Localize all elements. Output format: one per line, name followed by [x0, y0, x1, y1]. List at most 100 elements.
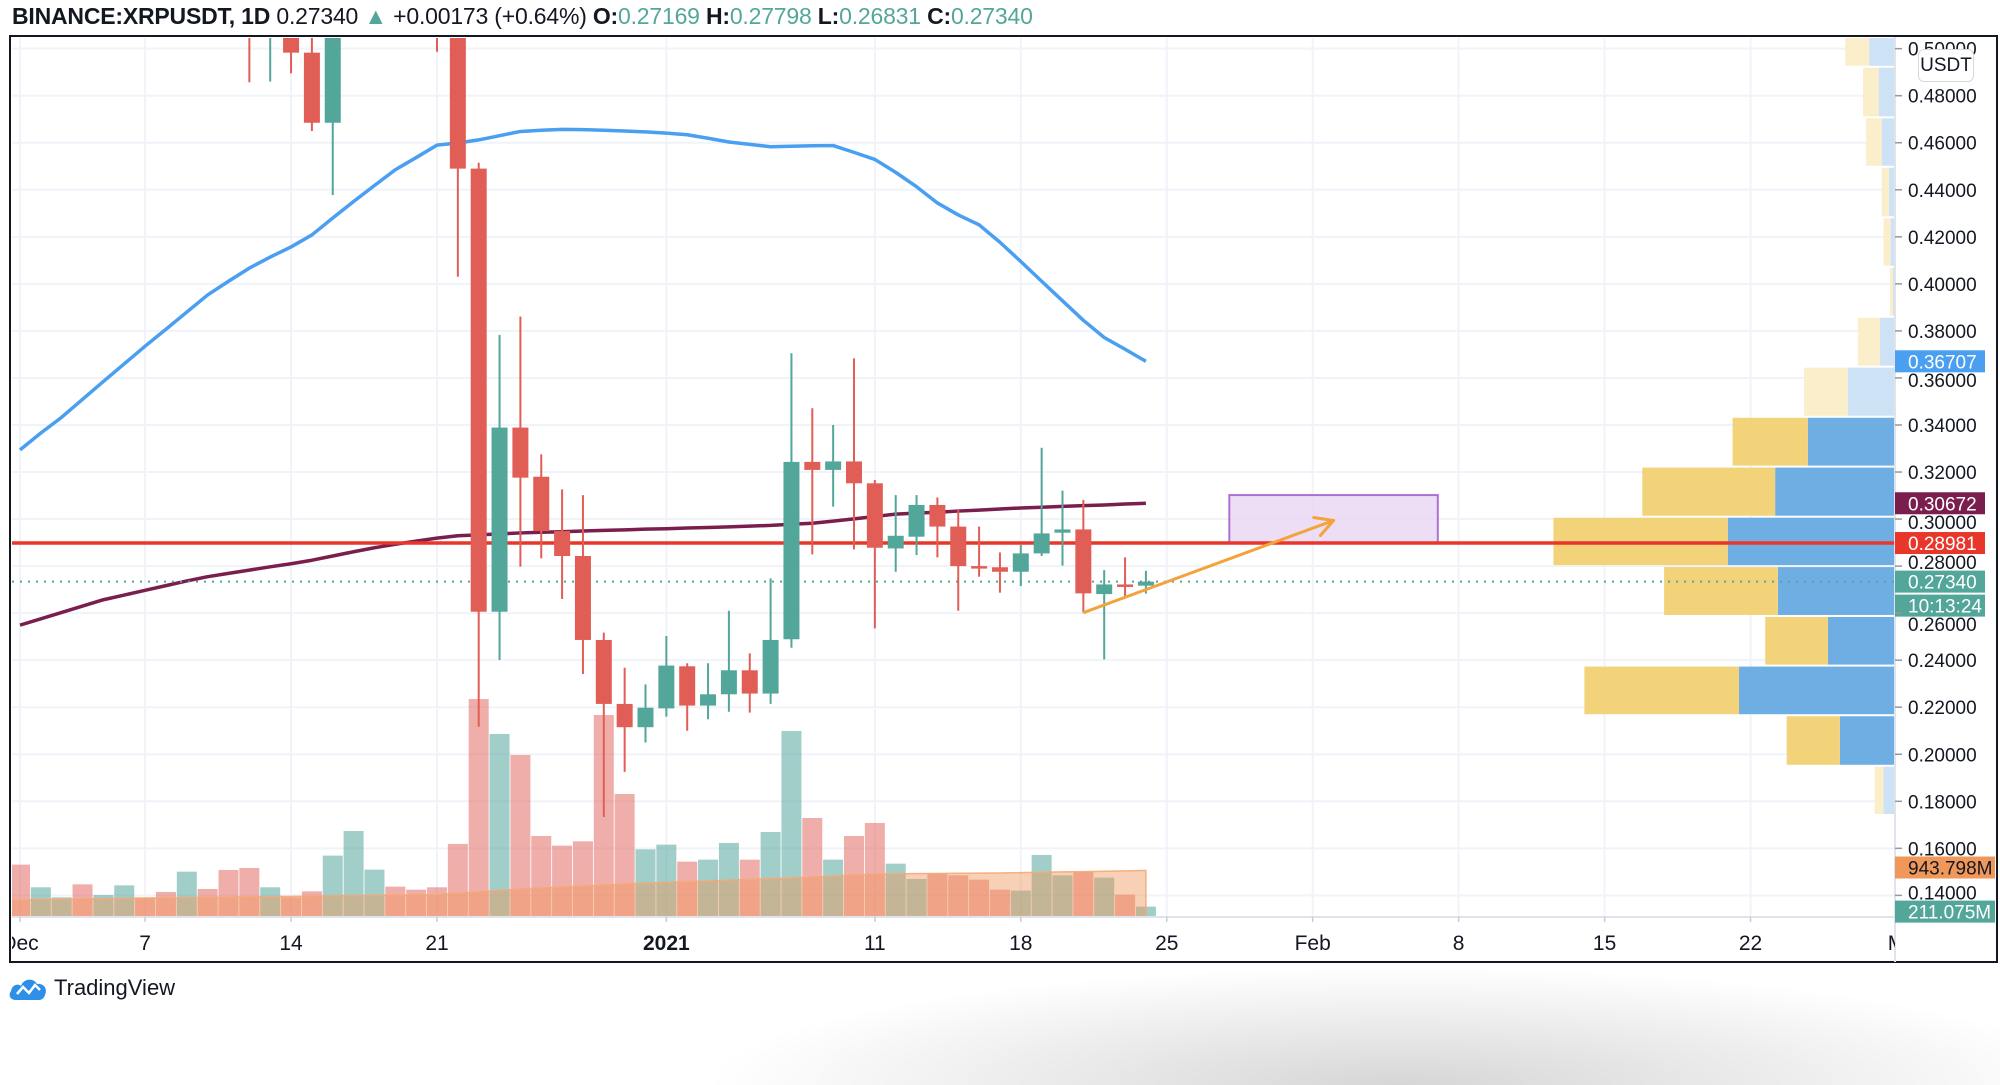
price-chart[interactable]: Dec 7 14 21 2021 11 18 25 Feb 8 15 22 M 0.36707 0.306…: [0, 0, 2000, 1010]
candle: [991, 552, 1008, 593]
volume-ma-area: [12, 869, 1147, 917]
time-tick-label: 15: [1593, 932, 1616, 955]
candle: [1117, 557, 1134, 598]
level-line-value-badge: [1895, 532, 1985, 555]
candle: [825, 424, 842, 507]
candle: [470, 162, 487, 727]
volume-bar: [927, 873, 948, 917]
price-tick-label: 0.32000: [1908, 463, 1977, 484]
volume-bar: [844, 836, 864, 917]
tradingview-cloud-icon: [9, 979, 46, 1000]
candle: [804, 408, 821, 555]
time-tick-label: 18: [1009, 932, 1032, 955]
volume-profile-up-bar: [1888, 167, 1894, 217]
candle-body: [616, 703, 633, 728]
candle-body: [533, 476, 550, 532]
last-price-label: 0.27340: [1908, 573, 1977, 594]
volume-bar: [239, 867, 260, 917]
low-value: 0.26831: [839, 3, 921, 29]
time-tick-label: 14: [279, 932, 303, 955]
arrow-head: [1318, 518, 1336, 538]
volume-bar: [510, 754, 531, 917]
volume-bar: [30, 887, 51, 917]
time-tick-label: Feb: [1295, 932, 1331, 955]
volume-profile-down-bar: [1664, 567, 1778, 615]
volume-bar: [468, 699, 489, 917]
volume-bar: [93, 894, 114, 917]
price-axis[interactable]: 0.500000.480000.460000.440000.420000.400…: [1895, 40, 1977, 905]
low-label: L:: [817, 3, 840, 29]
volume-bar: [989, 889, 1010, 917]
logo-text: TradingView: [54, 975, 176, 1000]
candle: [679, 663, 696, 731]
volume-bar: [698, 859, 719, 917]
candle: [783, 353, 800, 648]
time-axis[interactable]: Dec 7 14 21 2021 11 18 25 Feb 8 15 22 M: [1, 917, 1905, 955]
bar-countdown-label: 10:13:24: [1908, 597, 1982, 618]
volume-bar: [969, 879, 990, 917]
candle: [1054, 490, 1071, 566]
time-tick-label: 25: [1155, 932, 1178, 955]
candle: [762, 578, 779, 704]
tradingview-logo[interactable]: TradingView: [8, 974, 175, 1002]
volume-bar: [135, 897, 156, 917]
time-tick-label: 21: [425, 932, 448, 955]
candle-body: [846, 461, 862, 484]
candle: [950, 510, 967, 611]
trend-arrow[interactable]: [1082, 516, 1336, 615]
price-tick-label: 0.30000: [1908, 513, 1977, 534]
candle: [720, 610, 737, 712]
volume-bar: [406, 889, 427, 917]
candle: [971, 526, 988, 577]
volume-profile-down-bar: [1584, 666, 1740, 715]
candle: [533, 454, 550, 559]
arrow-head: [1312, 516, 1336, 522]
bottom-shadow: [700, 965, 2000, 1085]
candle-body: [679, 666, 696, 706]
volume-profile-up-bar: [1775, 467, 1894, 516]
candle-body: [1075, 529, 1092, 594]
volume-profile-down-bar: [1881, 167, 1889, 217]
purple-ma-value-badge: [1895, 492, 1985, 515]
candles: [248, 38, 1154, 818]
volume-bar: [260, 887, 281, 917]
volume-profile-down-bar: [1863, 67, 1879, 117]
candle-body: [971, 566, 988, 569]
symbol-header: BINANCE:XRPUSDT, 1D 0.27340 ▲ +0.00173 (…: [12, 3, 1033, 30]
price-tick-label: 0.28000: [1908, 553, 1977, 574]
symbol-title[interactable]: BINANCE:XRPUSDT, 1D: [12, 3, 271, 29]
currency-button[interactable]: USDT: [1918, 49, 1974, 82]
candle: [741, 653, 758, 713]
candle-body: [637, 707, 654, 728]
volume-bar: [281, 897, 302, 917]
price-tick-label: 0.40000: [1908, 275, 1977, 296]
candle-body: [449, 38, 466, 169]
volume-bar: [531, 836, 552, 917]
volume-bar: [1031, 854, 1052, 917]
price-tick-label: 0.42000: [1908, 228, 1977, 249]
level-line-value-label: 0.28981: [1908, 534, 1977, 555]
candle-body: [1096, 584, 1113, 595]
candle: [283, 38, 300, 74]
candle: [595, 632, 612, 818]
time-tick-label: 22: [1739, 932, 1762, 955]
arrow-shaft[interactable]: [1082, 519, 1335, 615]
candle-body: [783, 461, 800, 640]
volume-profile-down-bar: [1804, 367, 1848, 416]
candle-body: [1033, 533, 1050, 554]
open-value: 0.27169: [618, 3, 700, 29]
candle: [1012, 544, 1029, 587]
close-label: C:: [927, 3, 951, 29]
candle: [616, 667, 633, 772]
volume-bar: [1052, 875, 1073, 917]
volume-bar: [301, 891, 322, 917]
volume-profile-down-bar: [1732, 417, 1808, 466]
change-text: +0.00173 (+0.64%): [393, 3, 587, 29]
volume-ma-value-label: 943.798M: [1908, 859, 1993, 880]
volume-profile-up-bar: [1880, 317, 1894, 366]
volume-profile-down-bar: [1845, 38, 1870, 66]
candle-body: [324, 38, 341, 123]
volume-profile-up-bar: [1839, 716, 1894, 765]
volume-profile-down-bar: [1889, 267, 1893, 316]
candle: [908, 495, 925, 556]
